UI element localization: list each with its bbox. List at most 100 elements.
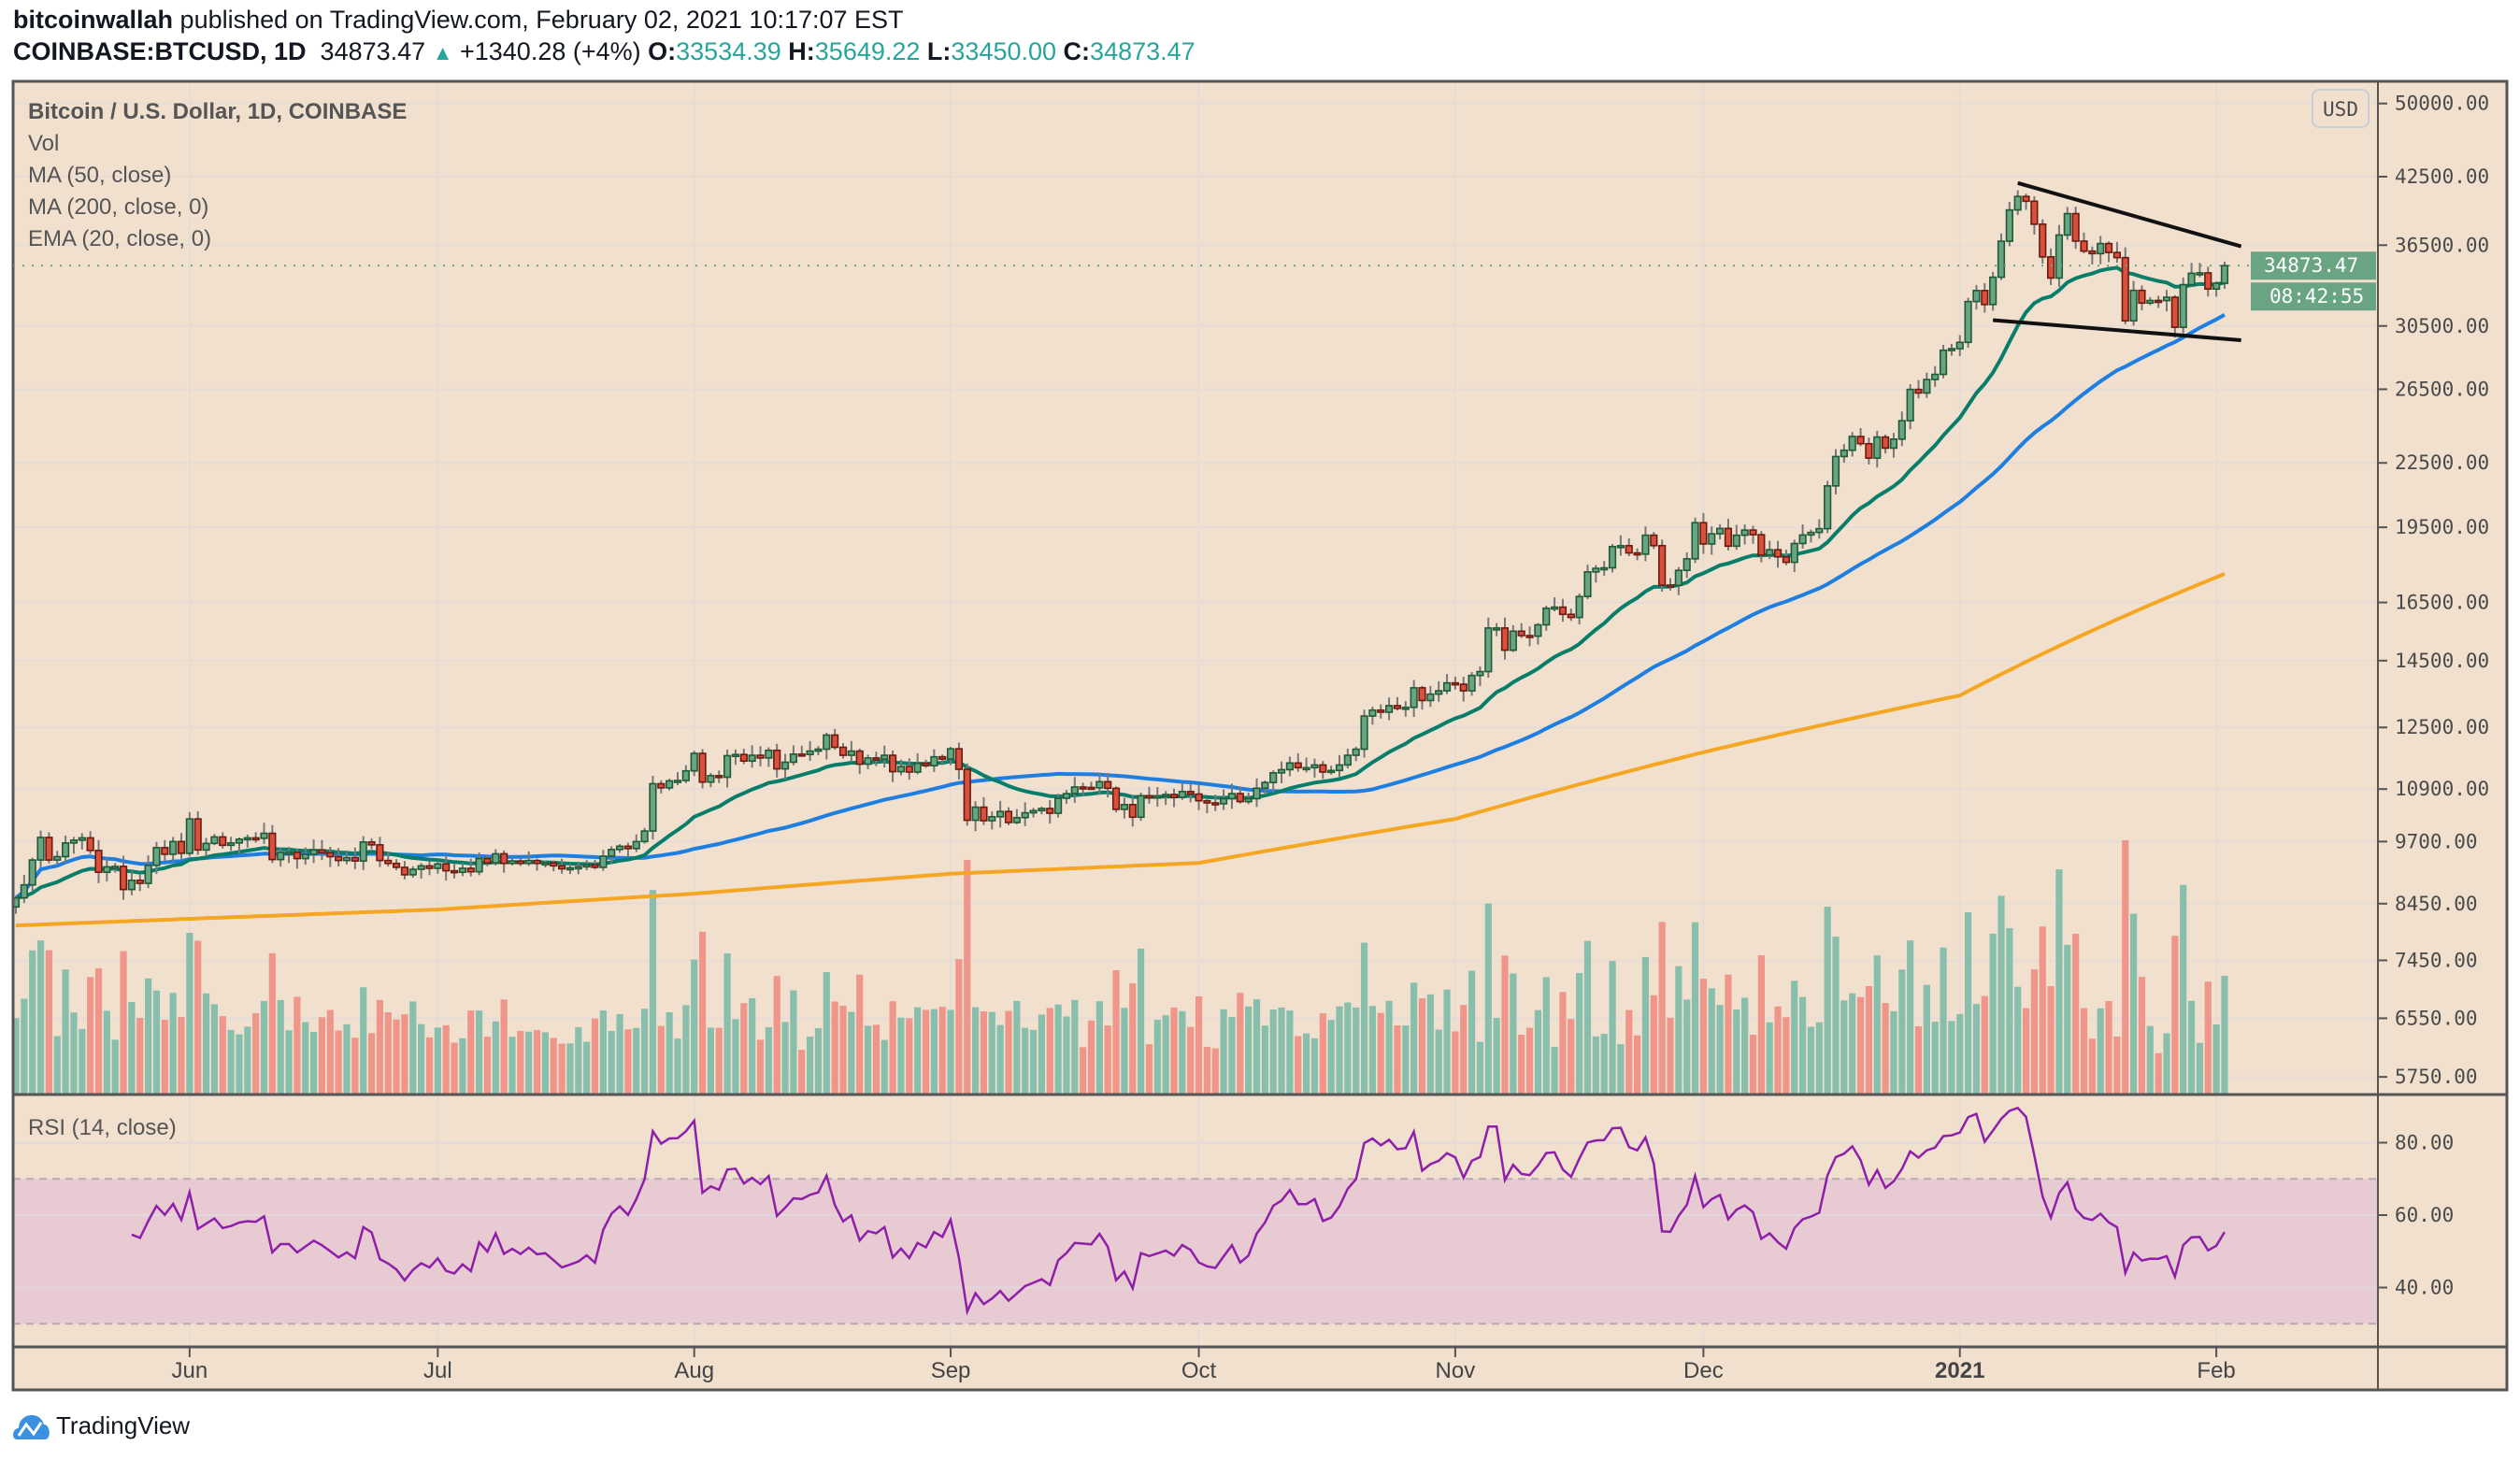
- candle[interactable]: [136, 874, 144, 892]
- candle[interactable]: [1095, 772, 1104, 795]
- candle[interactable]: [888, 750, 897, 782]
- candle[interactable]: [2204, 266, 2212, 297]
- candle[interactable]: [1169, 788, 1179, 808]
- candle[interactable]: [1897, 411, 1906, 447]
- legend-ma200[interactable]: MA (200, close, 0): [28, 194, 208, 220]
- candle[interactable]: [748, 745, 756, 768]
- candle[interactable]: [806, 740, 814, 761]
- candle[interactable]: [2121, 247, 2129, 325]
- candle[interactable]: [408, 866, 417, 878]
- trendline[interactable]: [2017, 180, 2242, 249]
- candle[interactable]: [698, 749, 707, 789]
- candle[interactable]: [2212, 280, 2221, 297]
- candle[interactable]: [2063, 207, 2071, 240]
- candle[interactable]: [1178, 782, 1186, 800]
- candle[interactable]: [1757, 531, 1766, 563]
- candle[interactable]: [516, 858, 524, 866]
- candle[interactable]: [963, 763, 971, 826]
- candle[interactable]: [533, 858, 541, 871]
- candle[interactable]: [1261, 780, 1269, 795]
- candle[interactable]: [1616, 535, 1625, 556]
- candle[interactable]: [351, 847, 359, 869]
- candle[interactable]: [1534, 623, 1542, 645]
- candle[interactable]: [1310, 758, 1319, 779]
- candle[interactable]: [1773, 540, 1783, 568]
- candle[interactable]: [1724, 519, 1733, 551]
- candle[interactable]: [930, 749, 938, 773]
- candle[interactable]: [2170, 294, 2179, 338]
- candle[interactable]: [971, 801, 980, 832]
- candle[interactable]: [1691, 517, 1699, 564]
- candle[interactable]: [1824, 480, 1832, 534]
- candle[interactable]: [1674, 566, 1682, 595]
- candle[interactable]: [1087, 781, 1095, 791]
- candle[interactable]: [161, 839, 169, 862]
- candle[interactable]: [1981, 282, 1989, 313]
- candle[interactable]: [2097, 236, 2105, 265]
- candle[interactable]: [434, 861, 442, 874]
- candle[interactable]: [1848, 432, 1856, 457]
- candle[interactable]: [260, 823, 268, 844]
- candle[interactable]: [2112, 241, 2122, 264]
- candle[interactable]: [1600, 561, 1609, 577]
- candle[interactable]: [1989, 271, 1997, 311]
- candle[interactable]: [1633, 548, 1641, 561]
- candle[interactable]: [1608, 543, 1617, 573]
- candle[interactable]: [591, 859, 599, 870]
- candle[interactable]: [1401, 701, 1410, 717]
- price-axis[interactable]: 50000.00 42500.00 36500.00 30500.00 26500.00…: [2378, 93, 2489, 1299]
- trendline[interactable]: [1992, 318, 2241, 342]
- candle[interactable]: [1418, 685, 1426, 710]
- candle[interactable]: [425, 861, 434, 876]
- candle[interactable]: [632, 834, 640, 852]
- candle[interactable]: [1038, 807, 1046, 815]
- candle[interactable]: [1666, 578, 1675, 591]
- candle[interactable]: [1641, 526, 1650, 562]
- candle[interactable]: [1517, 623, 1525, 638]
- candle[interactable]: [823, 732, 831, 760]
- candle[interactable]: [1128, 795, 1137, 827]
- candle[interactable]: [557, 858, 566, 874]
- candle[interactable]: [2155, 295, 2163, 308]
- candle[interactable]: [2138, 285, 2146, 311]
- candle[interactable]: [1253, 778, 1261, 808]
- candle[interactable]: [1708, 526, 1716, 555]
- candle[interactable]: [723, 749, 732, 788]
- candle[interactable]: [1699, 513, 1708, 554]
- candle[interactable]: [1319, 761, 1327, 780]
- candle[interactable]: [78, 833, 86, 850]
- candle[interactable]: [277, 848, 285, 867]
- candle[interactable]: [1393, 696, 1402, 711]
- candle[interactable]: [2179, 277, 2187, 334]
- candle[interactable]: [1327, 766, 1336, 775]
- candle[interactable]: [1343, 748, 1352, 769]
- candle[interactable]: [847, 740, 855, 762]
- candle[interactable]: [1567, 608, 1575, 622]
- candle[interactable]: [1054, 794, 1063, 818]
- candle[interactable]: [1335, 754, 1344, 778]
- candle[interactable]: [144, 855, 152, 889]
- candle[interactable]: [541, 860, 550, 868]
- candle[interactable]: [442, 854, 451, 881]
- candle[interactable]: [1790, 539, 1798, 572]
- candle[interactable]: [1302, 757, 1310, 773]
- candle[interactable]: [243, 834, 251, 848]
- candle[interactable]: [483, 854, 492, 866]
- candle[interactable]: [1046, 800, 1054, 824]
- candle[interactable]: [293, 849, 302, 869]
- candle[interactable]: [2129, 280, 2138, 326]
- ma200-line[interactable]: [15, 572, 2226, 928]
- candle[interactable]: [1120, 797, 1128, 819]
- candle[interactable]: [1856, 428, 1865, 447]
- candle[interactable]: [913, 752, 922, 775]
- candle[interactable]: [1551, 597, 1559, 611]
- candle[interactable]: [1583, 565, 1592, 600]
- candle[interactable]: [1650, 532, 1658, 550]
- candle[interactable]: [119, 855, 128, 900]
- candle[interactable]: [62, 835, 70, 864]
- candle[interactable]: [1021, 802, 1029, 826]
- legend-ema20[interactable]: EMA (20, close, 0): [28, 226, 211, 251]
- candle[interactable]: [756, 746, 765, 767]
- candle[interactable]: [2146, 296, 2155, 306]
